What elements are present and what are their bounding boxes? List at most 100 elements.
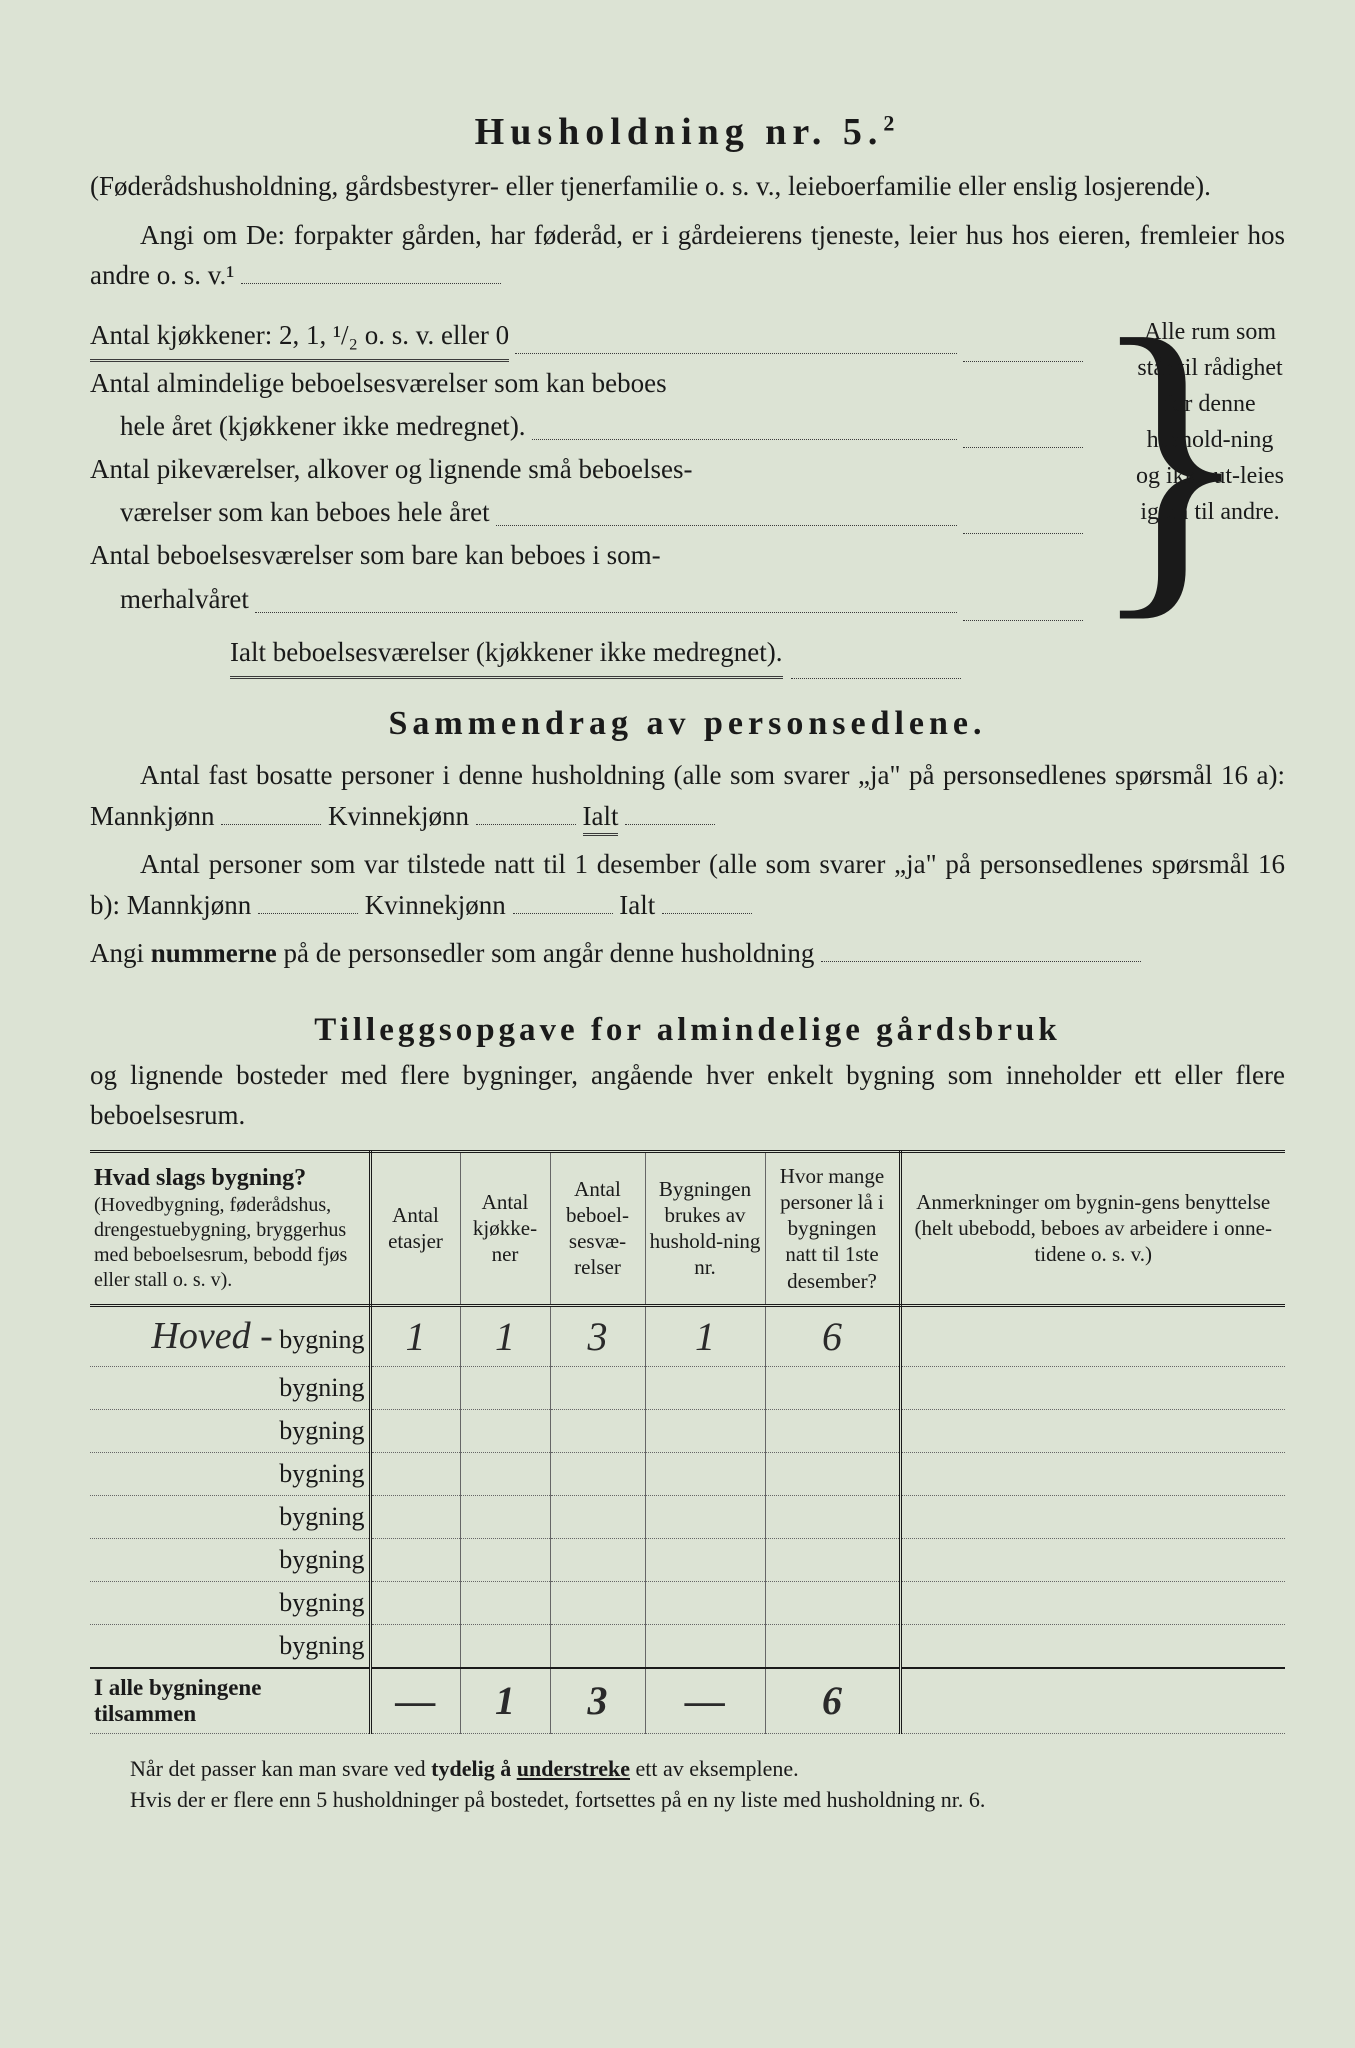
row-summer-rooms: Antal beboelsesværelser som bare kan beb… (90, 534, 1083, 620)
row-ordinary-rooms: Antal almindelige beboelsesværelser som … (90, 362, 1083, 448)
cell[interactable] (900, 1409, 1285, 1452)
cell[interactable] (645, 1495, 765, 1538)
s1c: Ialt (583, 801, 619, 836)
cell[interactable] (550, 1538, 645, 1581)
table-row: bygning (90, 1538, 1285, 1581)
cell[interactable] (460, 1452, 550, 1495)
tc1: — (370, 1668, 460, 1734)
th1: Hvad slags bygning? (94, 1165, 306, 1191)
row4-label[interactable]: bygning (90, 1452, 370, 1495)
s3-text: Angi nummerne på de personsedler som ang… (90, 938, 814, 968)
cell[interactable] (550, 1409, 645, 1452)
cell[interactable] (550, 1624, 645, 1668)
r1c1[interactable]: 1 (370, 1305, 460, 1366)
buildings-table: Hvad slags bygning? (Hovedbygning, føder… (90, 1150, 1285, 1734)
cell[interactable] (765, 1366, 900, 1409)
k2-dots (532, 405, 957, 440)
hw-hoved: Hoved - (151, 1315, 272, 1357)
k3b: værelser som kan beboes hele året (120, 491, 490, 534)
row3-label[interactable]: bygning (90, 1409, 370, 1452)
cell[interactable] (900, 1581, 1285, 1624)
cell[interactable] (900, 1495, 1285, 1538)
blank-field[interactable] (241, 283, 501, 284)
cell[interactable] (645, 1538, 765, 1581)
row8-label[interactable]: bygning (90, 1624, 370, 1668)
cell[interactable] (370, 1538, 460, 1581)
cell[interactable] (900, 1624, 1285, 1668)
rooms-side-note: Alle rum som står til rådighet for denne… (1135, 314, 1285, 680)
table-row: bygning (90, 1409, 1285, 1452)
addendum-para: og lignende bosteder med flere bygninger… (90, 1055, 1285, 1136)
th-rooms: Antal beboel-sesvæ-relser (550, 1151, 645, 1305)
k4-dots (255, 578, 957, 613)
k4-blank[interactable] (963, 578, 1083, 621)
cell[interactable] (645, 1581, 765, 1624)
cell[interactable] (765, 1581, 900, 1624)
summary-line-2: Antal personer som var tilstede natt til… (90, 844, 1285, 925)
th-remarks: Anmerkninger om bygnin-gens benyttelse (… (900, 1151, 1285, 1305)
cell[interactable] (765, 1538, 900, 1581)
cell[interactable] (645, 1366, 765, 1409)
cell[interactable] (900, 1538, 1285, 1581)
cell[interactable] (370, 1495, 460, 1538)
r1c4[interactable]: 1 (645, 1305, 765, 1366)
s1b: Kvinnekjønn (328, 801, 469, 831)
s2-female-blank[interactable] (513, 913, 613, 914)
total-label: I alle bygningene tilsammen (90, 1668, 370, 1734)
cell[interactable] (460, 1581, 550, 1624)
title-superscript: 2 (883, 110, 900, 135)
k2-blank[interactable] (963, 405, 1083, 448)
cell[interactable] (370, 1409, 460, 1452)
cell[interactable] (765, 1495, 900, 1538)
r1c5[interactable]: 6 (765, 1305, 900, 1366)
cell[interactable] (765, 1624, 900, 1668)
s1-female-blank[interactable] (476, 824, 576, 825)
s3-blank[interactable] (821, 961, 1141, 962)
cell[interactable] (645, 1409, 765, 1452)
cell[interactable] (765, 1409, 900, 1452)
cell[interactable] (645, 1452, 765, 1495)
cell[interactable] (550, 1495, 645, 1538)
r1c2[interactable]: 1 (460, 1305, 550, 1366)
th-kitchens: Antal kjøkke-ner (460, 1151, 550, 1305)
row6-label[interactable]: bygning (90, 1538, 370, 1581)
k1-label: Antal kjøkkener: 2, 1, ¹/₂ o. s. v. elle… (90, 314, 509, 362)
cell[interactable] (370, 1624, 460, 1668)
row2-label[interactable]: bygning (90, 1366, 370, 1409)
cell[interactable] (460, 1538, 550, 1581)
table-row: bygning (90, 1624, 1285, 1668)
th-floors: Antal etasjer (370, 1151, 460, 1305)
tc4: — (645, 1668, 765, 1734)
row7-label[interactable]: bygning (90, 1581, 370, 1624)
cell[interactable] (370, 1452, 460, 1495)
cell[interactable] (550, 1452, 645, 1495)
r1c6[interactable] (900, 1305, 1285, 1366)
cell[interactable] (900, 1452, 1285, 1495)
cell[interactable] (370, 1581, 460, 1624)
table-row: bygning (90, 1495, 1285, 1538)
s2-total-blank[interactable] (662, 913, 752, 914)
cell[interactable] (370, 1366, 460, 1409)
cell[interactable] (460, 1366, 550, 1409)
cell[interactable] (900, 1366, 1285, 1409)
para-description: (Føderådshusholdning, gårdsbestyrer- ell… (90, 166, 1285, 207)
cell[interactable] (460, 1495, 550, 1538)
s2-male-blank[interactable] (258, 913, 358, 914)
cell[interactable] (645, 1624, 765, 1668)
k3-dots (496, 491, 957, 526)
cell[interactable] (460, 1409, 550, 1452)
k3-blank[interactable] (963, 491, 1083, 534)
k1-blank[interactable] (963, 314, 1083, 362)
cell[interactable] (460, 1624, 550, 1668)
cell[interactable] (550, 1581, 645, 1624)
s1-total-blank[interactable] (625, 824, 715, 825)
row1-label[interactable]: Hoved - bygning (90, 1305, 370, 1366)
s1-male-blank[interactable] (221, 824, 321, 825)
table-row: bygning (90, 1581, 1285, 1624)
cell[interactable] (765, 1452, 900, 1495)
cell[interactable] (550, 1366, 645, 1409)
row5-label[interactable]: bygning (90, 1495, 370, 1538)
k5-blank[interactable] (791, 631, 961, 679)
table-row: Hoved - bygning 1 1 3 1 6 (90, 1305, 1285, 1366)
r1c3[interactable]: 3 (550, 1305, 645, 1366)
